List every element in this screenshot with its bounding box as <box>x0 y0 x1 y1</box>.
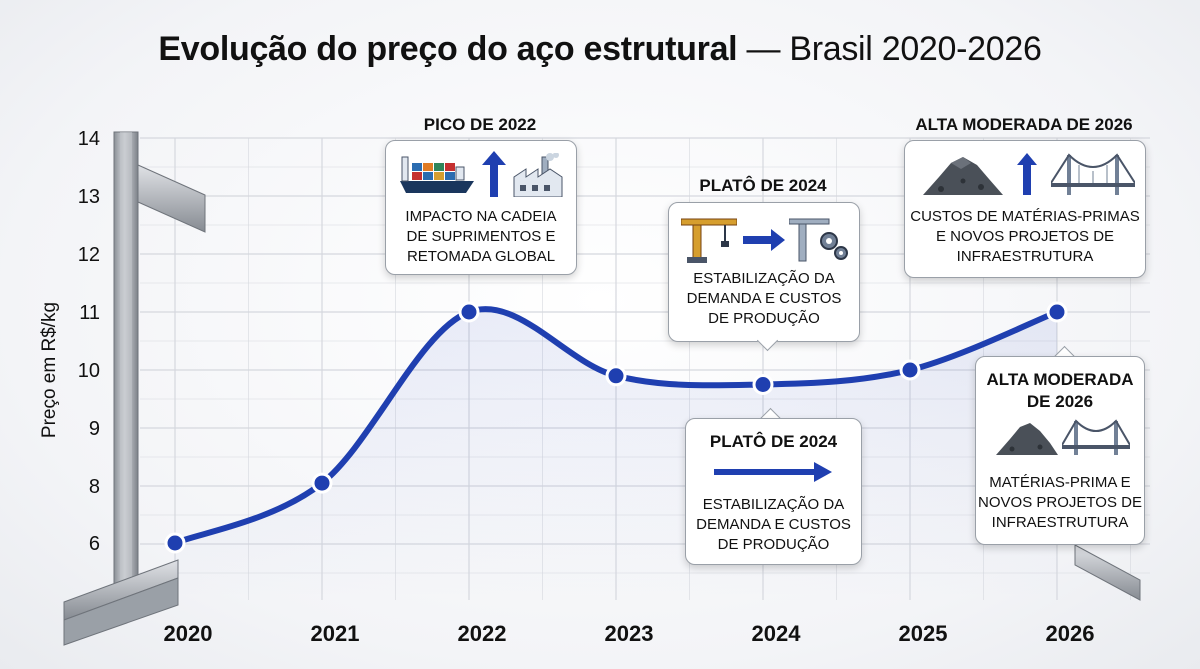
callout-text-line: DE PRODUÇÃO <box>717 536 830 553</box>
up-arrow-icon <box>482 151 506 197</box>
callout-plateau-2024-upper-title: PLATÔ DE 2024 <box>699 176 827 195</box>
data-point-2022 <box>458 301 480 323</box>
ore-pile-icon <box>996 423 1058 455</box>
crane-icon <box>681 218 737 263</box>
x-tick-label: 2024 <box>752 621 802 646</box>
x-tick-label: 2020 <box>164 621 213 646</box>
chart-title-sub: — Brasil 2020-2026 <box>746 30 1042 68</box>
callout-plateau-2024-lower: PLATÔ DE 2024 ESTABILIZAÇÃO DA DEMANDA E… <box>685 418 862 565</box>
bridge-icon <box>1062 419 1130 455</box>
data-point-2025 <box>899 359 921 381</box>
data-point-2021 <box>311 472 333 494</box>
y-tick-label: 9 <box>89 418 100 440</box>
right-arrow-icon <box>714 462 832 482</box>
callout-text-line: DEMANDA E CUSTOS <box>696 516 851 533</box>
y-tick-label: 13 <box>78 186 100 208</box>
y-tick-label: 8 <box>89 476 100 498</box>
callout-title-line: ALTA MODERADA <box>986 370 1134 389</box>
callout-title-line: DE 2026 <box>1026 392 1094 411</box>
callout-plateau-2024-upper: ESTABILIZAÇÃO DA DEMANDA E CUSTOS DE PRO… <box>668 202 860 342</box>
data-point-2026 <box>1046 301 1068 323</box>
callout-text-line: INFRAESTRUTURA <box>991 514 1129 531</box>
y-tick-label: 14 <box>78 128 100 150</box>
chart-title-main: Evolução do preço do aço estrutural <box>158 30 738 68</box>
callout-rise-2026-lower: ALTA MODERADA DE 2026 MATÉRIAS-PRIMA E N… <box>975 356 1145 545</box>
y-tick-label: 10 <box>78 360 100 382</box>
callout-peak-2022: IMPACTO NA CADEIA DE SUPRIMENTOS E RETOM… <box>385 140 577 275</box>
callout-text-line: MATÉRIAS-PRIMA E <box>989 474 1131 491</box>
data-point-2023 <box>605 365 627 387</box>
right-arrow-icon <box>743 229 785 251</box>
callout-rise-2026-upper-title: ALTA MODERADA DE 2026 <box>915 115 1133 134</box>
x-tick-label: 2026 <box>1046 621 1095 646</box>
data-point-2024 <box>752 374 774 395</box>
callout-text-line: DE SUPRIMENTOS E <box>406 228 556 245</box>
callout-text-line: DEMANDA E CUSTOS <box>686 290 842 307</box>
y-tick-label: 11 <box>79 302 100 324</box>
steel-beam-icon <box>63 131 1141 646</box>
y-tick-label: 12 <box>78 244 100 266</box>
y-axis-label: Preço em R$/kg <box>39 302 60 438</box>
callout-text-line: IMPACTO NA CADEIA <box>405 208 557 225</box>
callout-text-line: ESTABILIZAÇÃO DA <box>702 496 845 513</box>
bridge-icon <box>1051 153 1135 195</box>
x-tick-label: 2025 <box>899 621 948 646</box>
chart-title: Evolução do preço do aço estrutural — Br… <box>0 30 1200 69</box>
ore-pile-icon <box>923 157 1003 195</box>
cargo-ship-icon <box>400 156 474 193</box>
callout-text-line: E NOVOS PROJETOS DE <box>935 228 1115 245</box>
data-point-2020 <box>164 532 186 554</box>
y-tick-label: 6 <box>89 533 100 555</box>
callout-text-line: ESTABILIZAÇÃO DA <box>693 270 835 287</box>
crane-gear-icon <box>789 218 848 262</box>
callout-text-line: DE PRODUÇÃO <box>708 310 820 327</box>
callout-peak-2022-title: PICO DE 2022 <box>423 115 537 134</box>
callout-text-line: CUSTOS DE MATÉRIAS-PRIMAS <box>910 208 1140 225</box>
x-tick-label: 2022 <box>458 621 507 646</box>
x-tick-label: 2023 <box>605 621 654 646</box>
up-arrow-icon <box>1017 153 1037 195</box>
callout-text-line: RETOMADA GLOBAL <box>406 248 556 265</box>
callout-plateau-2024-lower-title: PLATÔ DE 2024 <box>709 432 838 451</box>
callout-text-line: NOVOS PROJETOS DE <box>978 494 1142 511</box>
factory-icon <box>513 153 563 197</box>
callout-text-line: INFRAESTRUTURA <box>956 248 1094 265</box>
callout-rise-2026-upper: CUSTOS DE MATÉRIAS-PRIMAS E NOVOS PROJET… <box>904 140 1146 278</box>
x-tick-label: 2021 <box>311 621 360 646</box>
